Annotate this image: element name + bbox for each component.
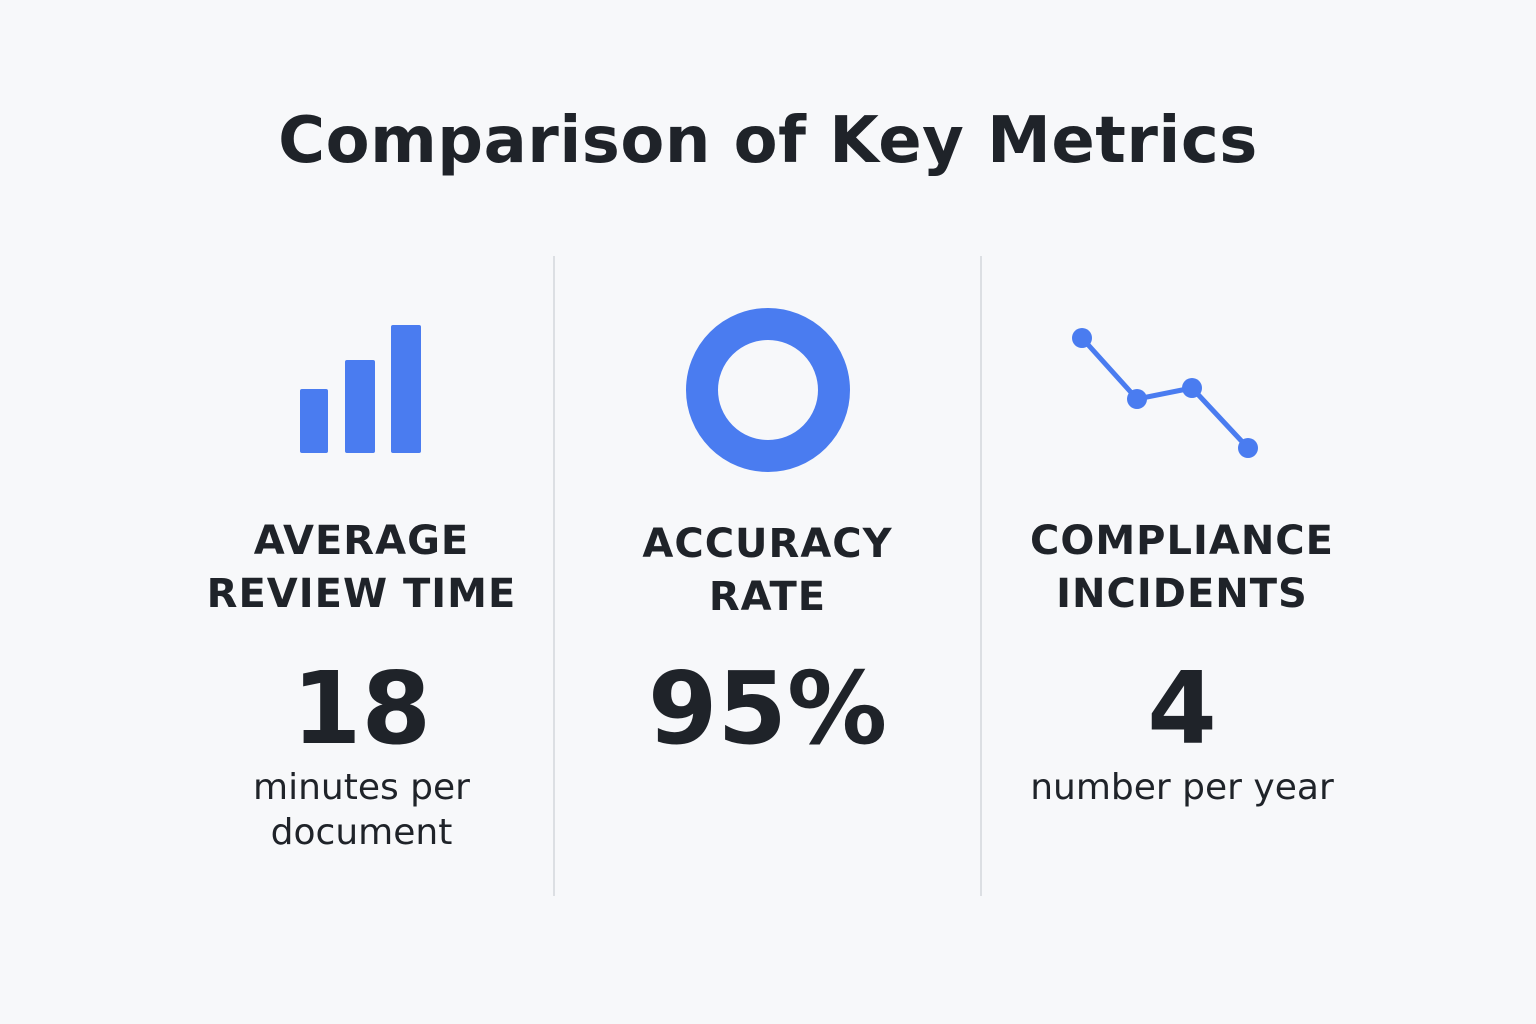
metric-unit: number per year [982,765,1382,810]
metric-label: ACCURACY RATE [555,518,980,624]
metric-label-line: INCIDENTS [1056,571,1308,617]
metric-label-line: AVERAGE [253,518,470,564]
metric-label-line: COMPLIANCE [1030,518,1334,564]
metric-label-line: ACCURACY [642,521,893,567]
metric-label-line: REVIEW TIME [206,571,517,617]
metric-value: 18 [291,650,432,767]
metric-card-review-time: AVERAGE REVIEW TIME 18 minutes per docum… [170,290,553,890]
metric-unit-line: minutes per [253,767,470,808]
metric-card-accuracy-rate: ACCURACY RATE 95% [555,290,980,890]
metric-label: AVERAGE REVIEW TIME [170,515,553,621]
metric-value: 4 [1147,650,1217,767]
metric-card-compliance-incidents: COMPLIANCE INCIDENTS 4 number per year [982,290,1382,890]
metric-unit-line: document [270,812,453,853]
bar-chart-icon [170,300,553,490]
metric-unit: minutes per document [170,765,553,855]
column-divider [980,256,982,896]
metric-label-line: RATE [708,574,827,620]
donut-ring-icon [555,300,980,490]
line-trend-down-icon [982,300,1382,490]
metric-unit-line: number per year [1030,767,1334,808]
metric-value: 95% [647,650,888,767]
page-title: Comparison of Key Metrics [278,104,1258,178]
column-divider [553,256,555,896]
metric-label: COMPLIANCE INCIDENTS [982,515,1382,621]
